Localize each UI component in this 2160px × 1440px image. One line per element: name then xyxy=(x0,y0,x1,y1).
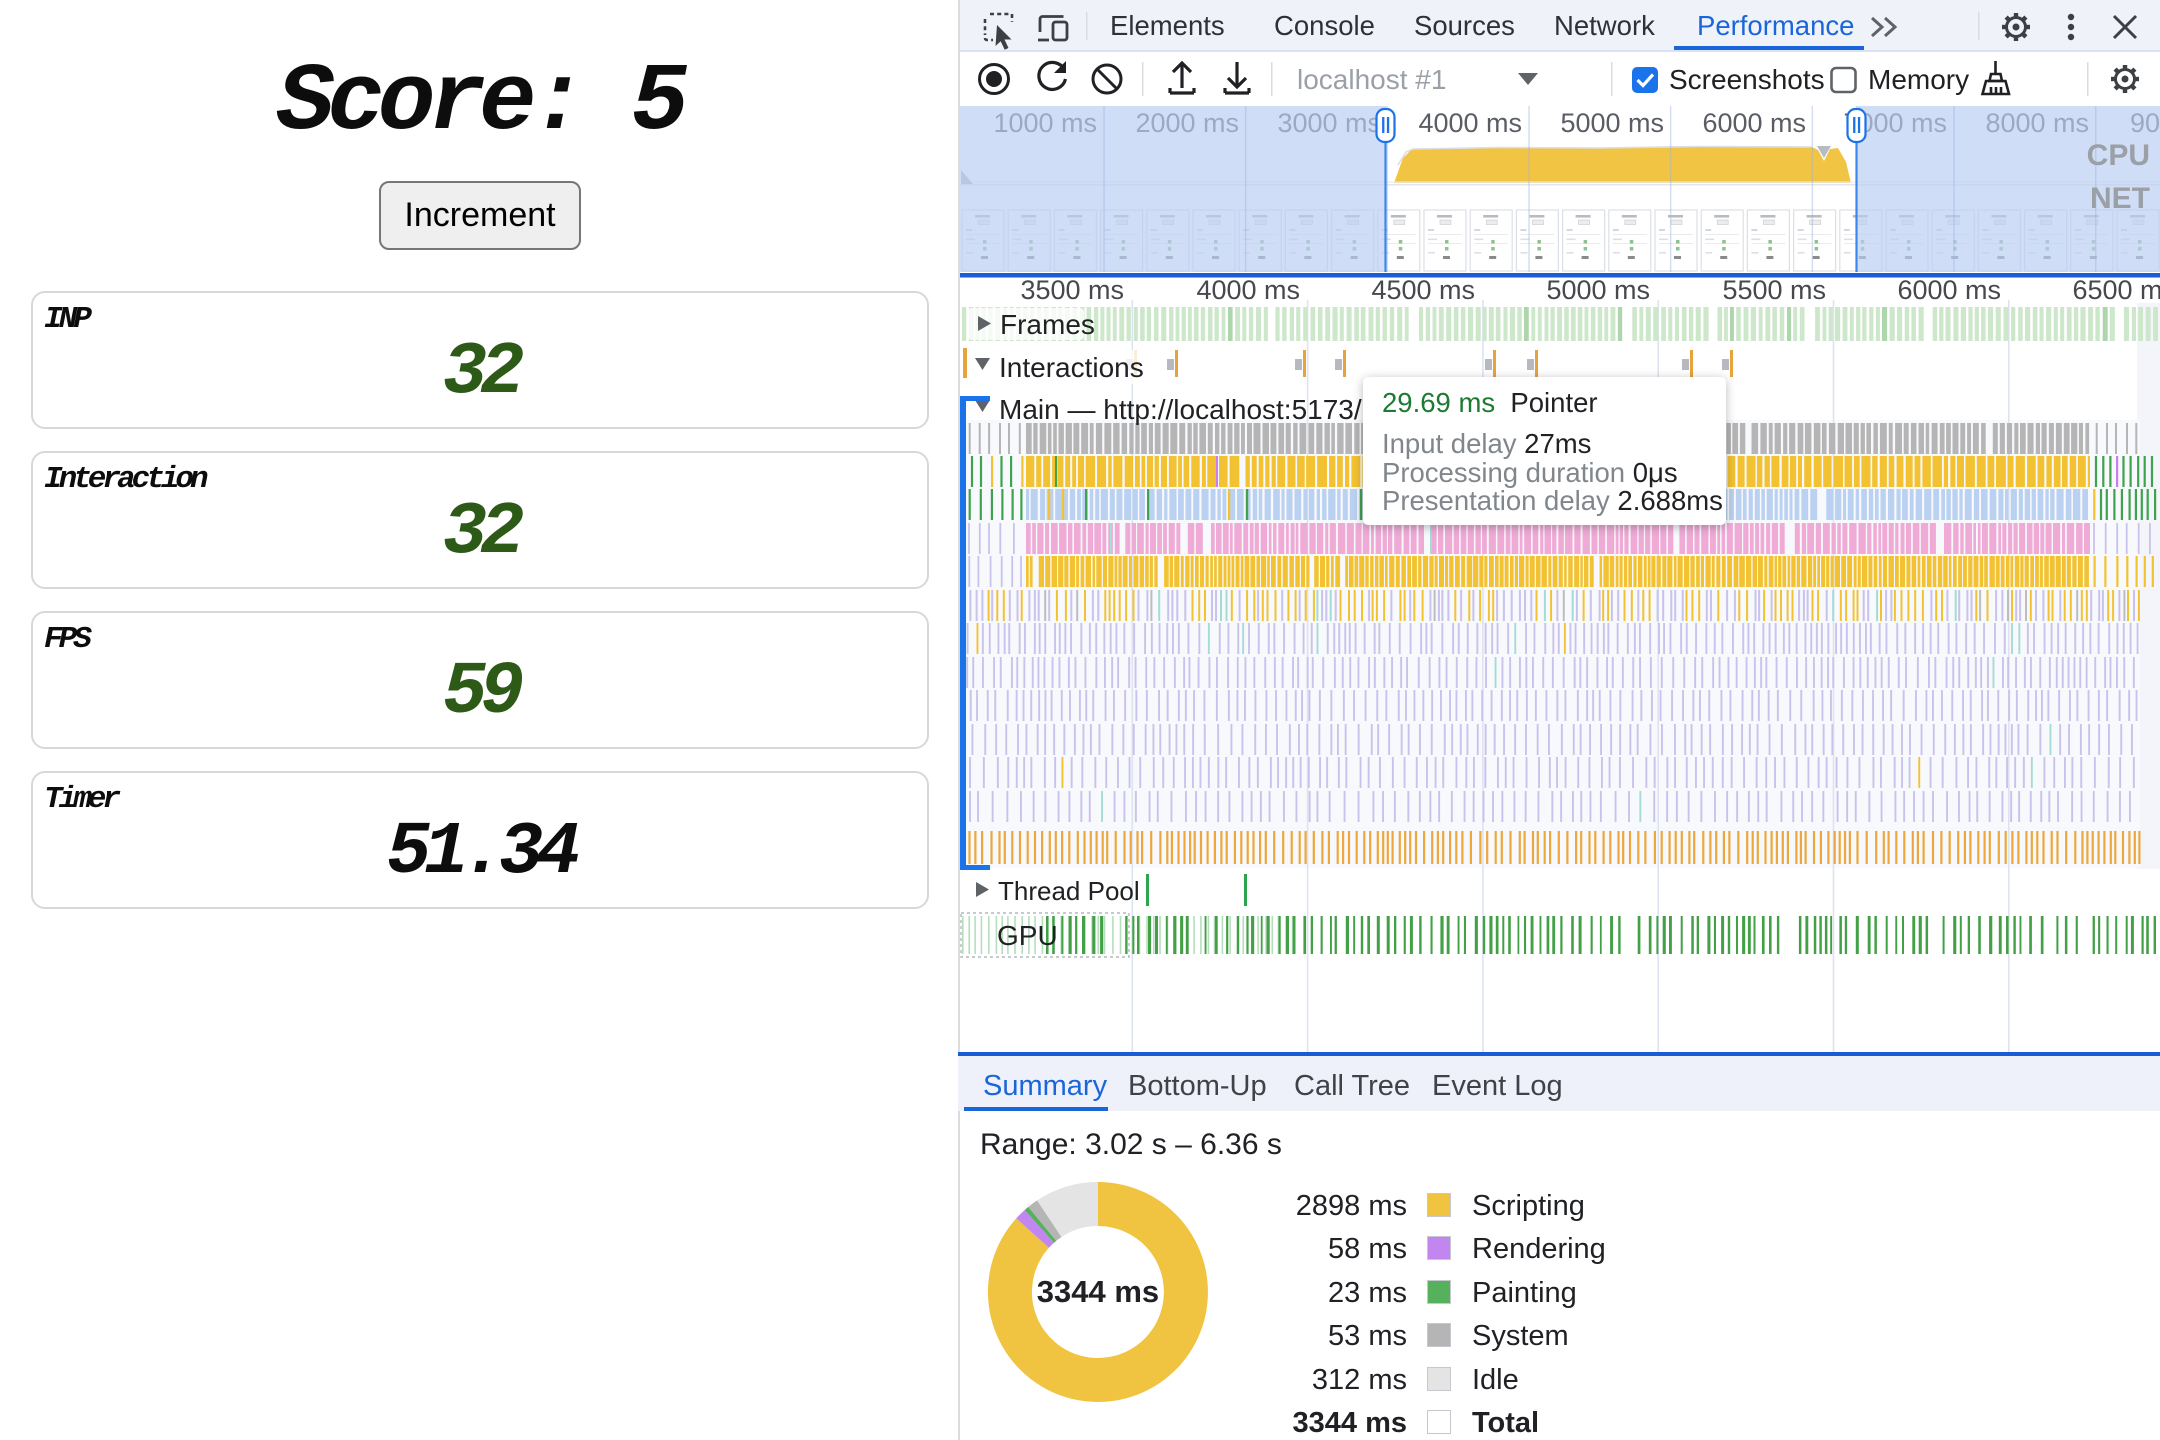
svg-text:CPU: CPU xyxy=(2087,139,2150,172)
svg-text:Network: Network xyxy=(1554,10,1655,41)
svg-text:Screenshots: Screenshots xyxy=(1669,64,1825,95)
svg-text:Sources: Sources xyxy=(1414,10,1515,41)
svg-text:4000 ms: 4000 ms xyxy=(1196,278,1300,305)
svg-text:3500 ms: 3500 ms xyxy=(1020,278,1124,305)
svg-text:NET: NET xyxy=(2090,182,2150,215)
svg-text:4000 ms: 4000 ms xyxy=(1418,108,1522,138)
svg-text:5500 ms: 5500 ms xyxy=(1722,278,1826,305)
svg-text:GPU: GPU xyxy=(997,920,1058,951)
svg-text:Frames: Frames xyxy=(1000,309,1095,340)
svg-text:5000 ms: 5000 ms xyxy=(1560,108,1664,138)
svg-text:6000 ms: 6000 ms xyxy=(1702,108,1806,138)
svg-text:localhost #1: localhost #1 xyxy=(1297,64,1446,95)
svg-text:Console: Console xyxy=(1274,10,1375,41)
svg-text:Performance: Performance xyxy=(1697,10,1854,41)
svg-text:4500 ms: 4500 ms xyxy=(1371,278,1475,305)
svg-text:Thread Pool: Thread Pool xyxy=(998,876,1140,906)
svg-text:5000 ms: 5000 ms xyxy=(1546,278,1650,305)
svg-text:Interactions: Interactions xyxy=(999,352,1144,383)
svg-text:Elements: Elements xyxy=(1110,10,1225,41)
svg-text:6000 ms: 6000 ms xyxy=(1897,278,2001,305)
svg-text:6500 ms: 6500 ms xyxy=(2072,278,2160,305)
svg-text:Memory: Memory xyxy=(1868,64,1969,95)
